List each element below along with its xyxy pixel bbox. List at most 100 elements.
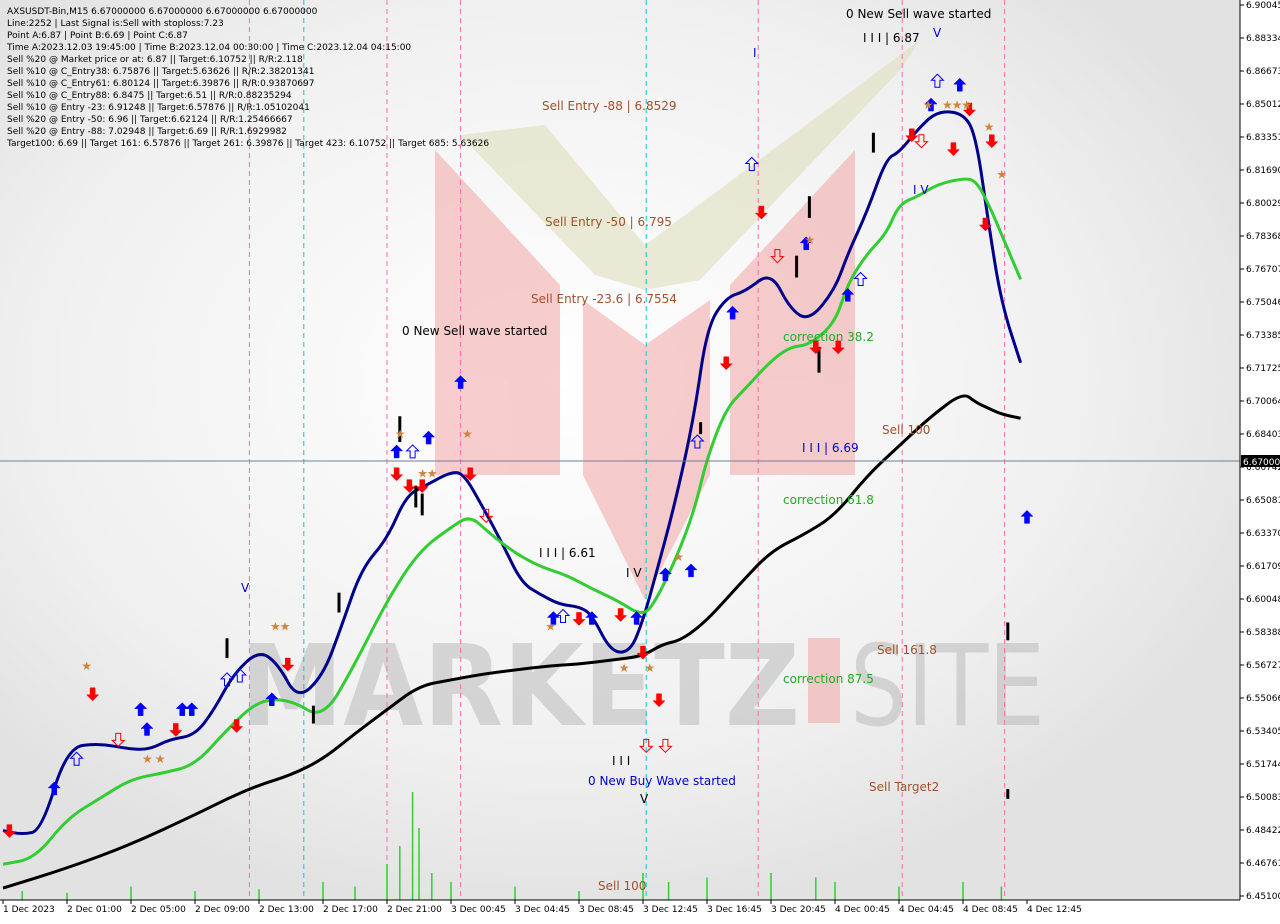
buy-arrow [265,692,279,706]
x-tick-label: 2 Dec 17:00 [323,905,378,915]
correction-875-label: correction 87.5 [783,672,874,686]
x-tick-label: 3 Dec 04:45 [515,905,570,915]
sell-arrow [281,657,295,672]
sell-1618-label: Sell 161.8 [877,643,937,657]
candle [1006,788,1010,799]
y-tick-label: 6.70064 [1246,397,1280,407]
info-line: Sell %10 @ C_Entry38: 6.75876 || Target:… [7,67,315,77]
x-tick-label: 4 Dec 08:45 [963,905,1018,915]
star-marker: ★ [462,427,473,441]
hollow-sell-arrow [638,738,654,754]
watermark-m-left [435,150,560,475]
y-tick-label: 6.75046 [1246,298,1280,308]
sell-arrow [169,723,183,737]
time-axis: 1 Dec 2023 2 Dec 01:00 2 Dec 05:00 2 Dec 09… [2,900,1082,915]
sell-arrow [636,645,650,660]
sell-arrow [809,340,823,355]
y-tick-label: 6.80029 [1246,199,1280,209]
candle [398,416,402,443]
sell-arrow [463,467,477,482]
candle [414,485,418,508]
y-tick-label: 6.48422 [1246,826,1280,836]
sell-arrow [415,479,429,493]
sell-wave-top-label: 0 New Sell wave started [846,7,991,21]
x-tick-label: 4 Dec 00:45 [835,905,890,915]
price-tag-text: 6.67000 [1243,458,1280,468]
x-tick-label: 2 Dec 21:00 [387,905,442,915]
y-tick-label: 6.85012 [1246,100,1280,110]
buy-arrow [953,77,967,92]
buy-arrow [389,444,404,459]
wave-iii-669-label: I I I | 6.69 [802,441,859,455]
y-tick-label: 6.61709 [1246,562,1280,572]
info-line: Sell %20 @ Entry -50: 6.96 || Target:6.6… [7,115,293,125]
sell-arrow [402,479,417,493]
info-line: Sell %20 @ Entry -88: 7.02948 || Target:… [7,127,287,137]
hollow-buy-arrow [930,73,945,88]
entry-88-label: Sell Entry -88 | 6.8529 [542,99,676,113]
x-tick-label: 3 Dec 00:45 [451,905,506,915]
candle [817,346,821,373]
wave-iii-bottom-label: I I I [612,754,630,768]
wave-iii-687-label: I I I | 6.87 [863,31,920,45]
sell-arrow [389,467,404,482]
hollow-sell-arrow [658,738,673,754]
series-line-fast [2,110,1023,836]
hollow-buy-arrow [853,271,868,286]
x-tick-label: 2 Dec 05:00 [131,905,186,915]
entry-236-label: Sell Entry -23.6 | 6.7554 [531,292,677,306]
info-line: Sell %20 @ Market price or at: 6.87 || T… [7,55,303,65]
watermark-m-right [730,150,855,475]
y-tick-label: 6.73385 [1246,331,1280,341]
star-marker: ★ [280,619,291,633]
wave-iii-661-label: I I I | 6.61 [539,546,596,560]
buy-arrow [421,430,436,445]
info-line: Time A:2023.12.03 19:45:00 | Time B:2023… [6,43,411,53]
hollow-sell-arrow [110,732,126,748]
wave-v-label-3: V [933,26,942,40]
sell-arrow [985,134,999,149]
sell-arrow [719,356,733,371]
y-tick-label: 6.78368 [1246,232,1280,242]
x-tick-label: 3 Dec 08:45 [579,905,634,915]
buy-wave-label: 0 New Buy Wave started [588,774,736,788]
price-axis: 6.90045 6.88334 6.86673 6.85012 6.83351 6.816… [1240,1,1280,902]
star-marker: ★ [644,661,655,675]
y-tick-label: 6.88334 [1246,34,1280,44]
watermark-text: MARKETZ [240,622,800,752]
vertical-lines [248,0,1006,900]
info-line: Sell %10 @ C_Entry88: 6.8475 || Target:6… [7,91,292,101]
y-tick-label: 6.66742 [1246,463,1280,473]
series-line-mid [2,177,1022,866]
y-tick-label: 6.56727 [1246,661,1280,671]
hollow-buy-arrow [405,444,420,459]
wave-v-label-1: V [241,581,250,595]
sell-arrow [905,128,919,143]
sell-100-label: Sell 100 [882,423,930,437]
star-marker: ★ [395,427,406,441]
hollow-sell-arrow [914,134,929,149]
x-tick-label: 2 Dec 01:00 [67,905,122,915]
y-tick-label: 6.63370 [1246,529,1280,539]
hollow-buy-arrow [690,434,705,449]
hollow-buy-arrow [555,608,571,623]
watermark-logo: MARKETZ SITE [240,40,1045,752]
sell-100-bottom-label: Sell 100 [598,879,646,893]
buy-arrow [924,97,938,112]
candle [807,196,811,219]
y-tick-label: 6.81690 [1246,166,1280,176]
y-tick-label: 6.45100 [1246,892,1280,902]
x-tick-label: 2 Dec 09:00 [195,905,250,915]
x-tick-label: 3 Dec 16:45 [707,905,762,915]
star-marker: ★ [427,467,438,481]
y-tick-label: 6.51744 [1246,760,1280,770]
hollow-buy-arrow [219,672,235,687]
sell-target2-label: Sell Target2 [869,780,939,794]
sell-arrow [754,205,769,220]
wave-iv-label-1: I V [626,566,642,580]
buy-arrow [799,236,813,251]
candle [1006,622,1010,641]
buy-arrow [140,722,154,736]
hollow-buy-arrow [744,156,760,171]
buy-arrow [185,702,199,716]
